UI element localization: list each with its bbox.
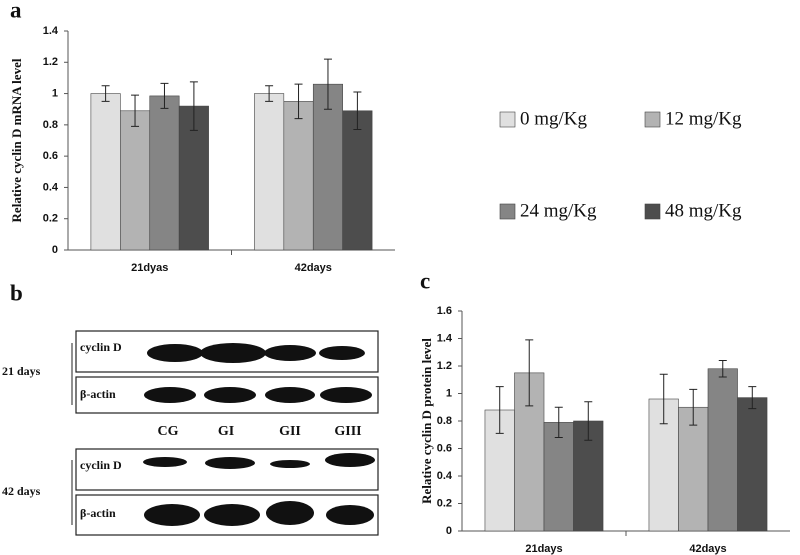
error-bar xyxy=(323,58,332,110)
y-tick-label: 0.8 xyxy=(43,119,58,131)
y-tick-label: 1.2 xyxy=(437,360,452,372)
row-label: cyclin D xyxy=(80,458,122,472)
error-bar xyxy=(189,81,198,131)
error-bar xyxy=(265,85,274,102)
band xyxy=(204,504,260,526)
y-tick-label: 0 xyxy=(446,525,452,537)
row-label: cyclin D xyxy=(80,340,122,354)
error-bar xyxy=(353,91,362,131)
lane-label: GIII xyxy=(334,424,361,439)
band xyxy=(144,387,196,403)
group-label: 42 days xyxy=(2,484,41,498)
panel-label: b xyxy=(10,280,23,305)
lane-label: GII xyxy=(279,424,301,439)
y-tick-label: 1.2 xyxy=(43,56,58,68)
band xyxy=(204,387,256,403)
bar xyxy=(90,93,121,251)
error-bar xyxy=(584,401,593,441)
legend-label: 24 mg/Kg xyxy=(520,200,597,221)
panel-label: c xyxy=(420,268,430,293)
band xyxy=(205,457,255,469)
bar xyxy=(254,93,285,251)
bar xyxy=(149,95,180,251)
error-bar xyxy=(160,82,169,109)
bar xyxy=(543,422,574,532)
y-tick-label: 0.6 xyxy=(437,442,452,454)
lane-label: GI xyxy=(218,424,234,439)
band xyxy=(144,504,200,526)
y-axis-label: Relative cyclin D protein level xyxy=(419,338,434,504)
band xyxy=(319,346,365,360)
y-tick-label: 0.2 xyxy=(437,497,452,509)
bar xyxy=(342,110,373,251)
error-bar xyxy=(495,386,504,434)
legend-label: 48 mg/Kg xyxy=(665,200,742,221)
legend-swatch xyxy=(499,111,516,128)
y-tick-label: 0 xyxy=(52,244,58,256)
band xyxy=(266,501,314,525)
error-bar xyxy=(131,94,140,127)
bar xyxy=(120,110,151,251)
row-label: β-actin xyxy=(80,387,116,401)
band xyxy=(320,387,372,403)
x-tick-label: 21days xyxy=(525,543,562,555)
error-bar xyxy=(659,373,668,425)
band xyxy=(147,344,203,362)
legend-swatch xyxy=(499,203,516,220)
error-bar xyxy=(554,406,563,438)
band xyxy=(143,457,187,467)
y-tick-label: 0.2 xyxy=(43,213,58,225)
error-bar xyxy=(748,386,757,410)
y-tick-label: 1.4 xyxy=(437,332,453,344)
y-tick-label: 1.6 xyxy=(437,305,452,317)
lane-label: CG xyxy=(158,424,179,439)
y-tick-label: 0.8 xyxy=(437,415,452,427)
error-bar xyxy=(689,388,698,426)
row-label: β-actin xyxy=(80,506,116,520)
x-tick-label: 42days xyxy=(295,262,332,274)
band xyxy=(264,345,316,361)
panel-label: a xyxy=(10,0,22,22)
x-tick-label: 42days xyxy=(689,543,726,555)
y-tick-label: 0.4 xyxy=(43,181,59,193)
error-bar xyxy=(294,83,303,120)
band xyxy=(265,387,315,403)
y-tick-label: 1 xyxy=(446,387,452,399)
group-label: 21 days xyxy=(2,364,41,378)
y-tick-label: 1.4 xyxy=(43,25,59,37)
error-bar xyxy=(718,360,727,378)
band xyxy=(200,343,266,363)
band xyxy=(270,460,310,468)
bar xyxy=(707,368,738,532)
error-bar xyxy=(101,85,110,102)
y-axis-label: Relative cyclin D mRNA level xyxy=(9,58,24,222)
y-tick-label: 1 xyxy=(52,87,58,99)
bar xyxy=(737,397,768,532)
legend-swatch xyxy=(644,203,661,220)
blot-panel: b 21 days cyclin D β-actin CG GI GII GII… xyxy=(2,280,379,536)
y-tick-label: 0.4 xyxy=(437,470,453,482)
legend-label: 0 mg/Kg xyxy=(520,108,588,129)
y-tick-label: 0.6 xyxy=(43,150,58,162)
bar xyxy=(283,101,314,251)
legend-swatch xyxy=(644,111,661,128)
legend-label: 12 mg/Kg xyxy=(665,108,742,129)
band xyxy=(325,453,375,467)
error-bar xyxy=(525,339,534,407)
band xyxy=(326,505,374,525)
x-tick-label: 21dyas xyxy=(131,262,168,274)
bar xyxy=(678,406,709,532)
blot-box xyxy=(75,448,379,491)
